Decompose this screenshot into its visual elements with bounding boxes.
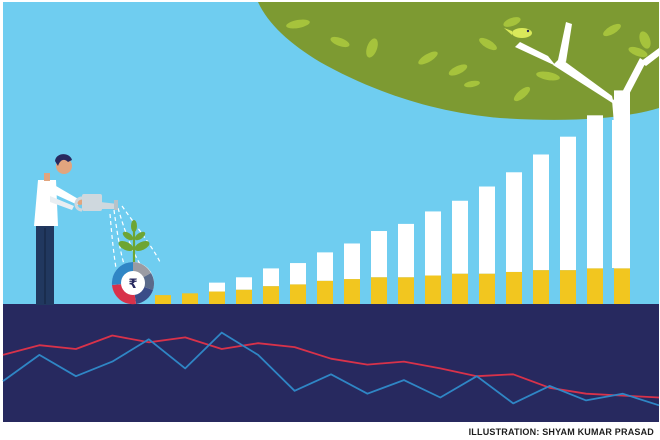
bar-white-6 bbox=[317, 252, 333, 281]
bar-gold-4 bbox=[263, 286, 279, 304]
bar-gold-7 bbox=[344, 279, 360, 304]
bar-gold-15 bbox=[560, 270, 576, 304]
growth-bars bbox=[155, 90, 630, 304]
bar-white-10 bbox=[425, 211, 441, 276]
bird-icon bbox=[504, 28, 532, 38]
bar-white-9 bbox=[398, 223, 414, 278]
bar-gold-8 bbox=[371, 277, 387, 304]
bar-white-12 bbox=[479, 186, 495, 274]
bar-gold-9 bbox=[398, 277, 414, 304]
bar-white-2 bbox=[209, 282, 225, 292]
red-market-line bbox=[2, 334, 660, 399]
bar-gold-17 bbox=[614, 268, 630, 304]
bar-gold-0 bbox=[155, 295, 171, 304]
bar-gold-2 bbox=[209, 291, 225, 304]
bar-white-17 bbox=[614, 90, 630, 269]
watering-can-icon bbox=[74, 194, 118, 212]
bar-white-3 bbox=[236, 277, 252, 290]
bar-white-4 bbox=[263, 268, 279, 287]
plant-icon bbox=[118, 220, 150, 268]
illustration-credit: ILLUSTRATION: SHYAM KUMAR PRASAD bbox=[468, 427, 654, 437]
person-shirt bbox=[34, 180, 58, 226]
bar-white-13 bbox=[506, 172, 522, 272]
bar-gold-3 bbox=[236, 289, 252, 304]
bar-gold-6 bbox=[317, 280, 333, 304]
bar-gold-5 bbox=[290, 284, 306, 304]
tree-canopy bbox=[258, 2, 659, 120]
rupee-pie-icon: ₹ bbox=[111, 261, 154, 305]
person-icon bbox=[34, 154, 83, 305]
bar-gold-10 bbox=[425, 275, 441, 304]
bar-gold-1 bbox=[182, 293, 198, 304]
bar-white-16 bbox=[587, 115, 603, 269]
bar-gold-13 bbox=[506, 271, 522, 304]
bar-white-5 bbox=[290, 263, 306, 285]
tree-leaves bbox=[286, 17, 651, 102]
bar-white-11 bbox=[452, 200, 468, 274]
bar-gold-16 bbox=[587, 268, 603, 304]
bar-gold-14 bbox=[533, 270, 549, 304]
rupee-symbol: ₹ bbox=[128, 277, 137, 292]
bar-white-15 bbox=[560, 136, 576, 271]
bar-white-8 bbox=[371, 231, 387, 278]
blue-market-line bbox=[2, 331, 660, 407]
ground-panel bbox=[3, 304, 659, 422]
bar-gold-12 bbox=[479, 273, 495, 304]
bar-white-7 bbox=[344, 243, 360, 280]
bar-white-14 bbox=[533, 154, 549, 271]
bar-gold-11 bbox=[452, 273, 468, 304]
